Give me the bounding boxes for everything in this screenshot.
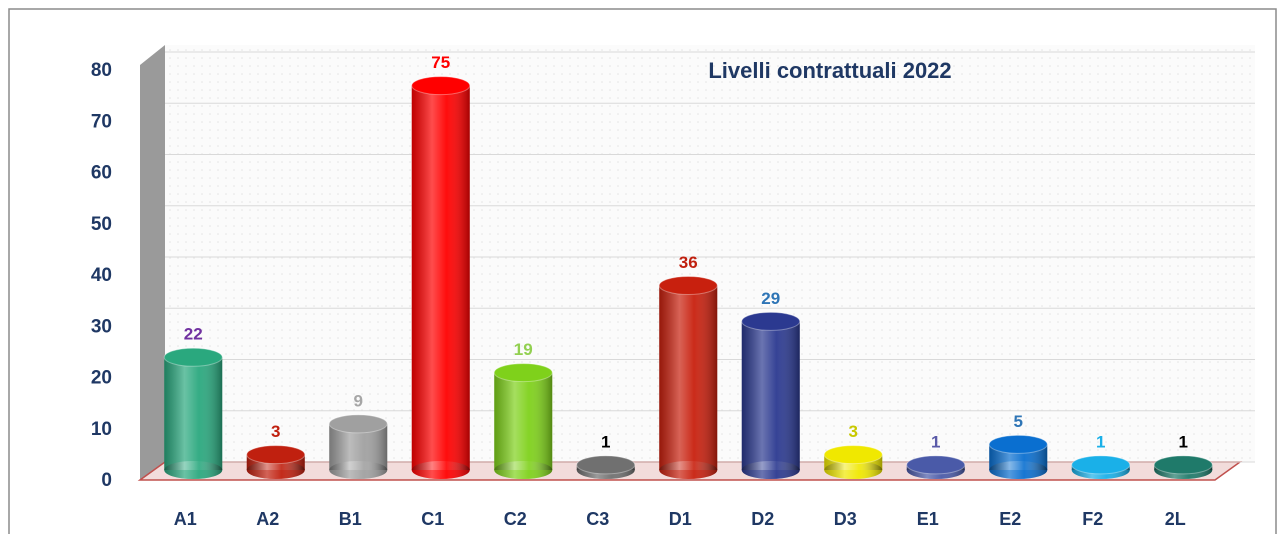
value-label: 1 xyxy=(1179,432,1188,451)
bar-shade-bottom xyxy=(824,461,883,479)
value-label: 1 xyxy=(601,432,610,451)
x-tick-label: 2L xyxy=(1165,509,1186,529)
y-tick-label: 30 xyxy=(91,316,112,337)
y-tick-label: 70 xyxy=(91,111,112,132)
y-tick-label: 40 xyxy=(91,265,112,286)
bar-shade-bottom xyxy=(329,461,388,479)
frame xyxy=(8,8,1277,534)
bar-top xyxy=(246,445,306,465)
value-label: 22 xyxy=(184,325,203,344)
value-label: 75 xyxy=(431,53,450,72)
x-tick-label: C2 xyxy=(504,509,527,529)
bar-shade-bottom xyxy=(741,461,800,479)
x-tick-label: D2 xyxy=(751,509,774,529)
chart-title: Livelli contrattuali 2022 xyxy=(708,58,951,83)
bar-shade xyxy=(659,285,718,470)
side-wall xyxy=(140,45,165,480)
value-label: 36 xyxy=(679,253,698,272)
bar-top xyxy=(988,434,1048,454)
bar-shade-bottom xyxy=(246,461,305,479)
bar-shade xyxy=(494,372,553,470)
value-label: 3 xyxy=(271,422,280,441)
bar-shade xyxy=(741,321,800,470)
bar-shade xyxy=(164,357,223,470)
value-label: 5 xyxy=(1014,412,1023,431)
bar-top xyxy=(1071,455,1131,475)
value-label: 3 xyxy=(849,422,858,441)
bar-top xyxy=(163,347,223,367)
x-tick-label: D3 xyxy=(834,509,857,529)
bar-top xyxy=(328,414,388,434)
x-tick-label: E1 xyxy=(917,509,939,529)
x-tick-label: A1 xyxy=(174,509,197,529)
x-tick-label: C1 xyxy=(421,509,444,529)
bar-top xyxy=(576,455,636,475)
value-label: 29 xyxy=(761,289,780,308)
bar-shade xyxy=(411,85,470,470)
x-tick-label: B1 xyxy=(339,509,362,529)
x-tick-label: F2 xyxy=(1082,509,1103,529)
bar-shade-bottom xyxy=(659,461,718,479)
y-tick-label: 0 xyxy=(101,470,112,491)
bar-top xyxy=(493,363,553,383)
x-tick-label: D1 xyxy=(669,509,692,529)
bar-shade-bottom xyxy=(164,461,223,479)
value-label: 1 xyxy=(931,432,940,451)
bar-top xyxy=(411,76,471,96)
bar-shade-bottom xyxy=(494,461,553,479)
bar-top xyxy=(1153,455,1213,475)
bar-top xyxy=(823,445,883,465)
y-tick-label: 80 xyxy=(91,60,112,81)
bar-shade-bottom xyxy=(411,461,470,479)
y-tick-label: 10 xyxy=(91,419,112,440)
value-label: 19 xyxy=(514,340,533,359)
x-tick-label: C3 xyxy=(586,509,609,529)
x-tick-label: A2 xyxy=(256,509,279,529)
bar-top xyxy=(906,455,966,475)
x-tick-label: E2 xyxy=(999,509,1021,529)
y-tick-label: 50 xyxy=(91,214,112,235)
bar-top xyxy=(658,276,718,295)
bar-shade-bottom xyxy=(989,461,1048,479)
value-label: 1 xyxy=(1096,432,1105,451)
y-tick-label: 60 xyxy=(91,163,112,184)
y-tick-label: 20 xyxy=(91,368,112,389)
bar-top xyxy=(741,311,801,331)
value-label: 9 xyxy=(354,391,363,410)
